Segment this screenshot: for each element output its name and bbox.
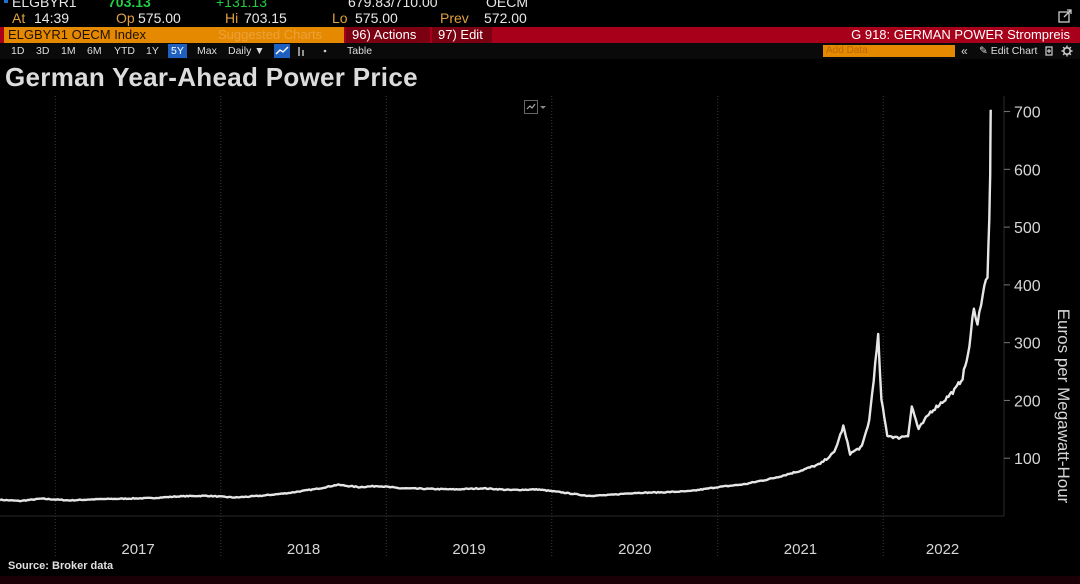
- price-line: [0, 109, 992, 503]
- y-tick-label: 100: [1014, 451, 1041, 468]
- y-tick-label: 500: [1014, 220, 1041, 237]
- share-icon[interactable]: [1044, 45, 1054, 57]
- bid-ask-range: 679.83/710.00: [348, 0, 438, 10]
- y-axis-label: Euros per Megawatt-Hour: [1054, 309, 1073, 504]
- range-5y[interactable]: 5Y: [168, 44, 187, 58]
- x-tick-label: 2022: [926, 541, 959, 558]
- line-chart-icon[interactable]: [274, 44, 290, 58]
- chart-type-icon[interactable]: [524, 100, 548, 114]
- range-3d[interactable]: 3D: [36, 45, 50, 57]
- actions-menu[interactable]: 96) Actions •: [346, 27, 430, 58]
- gear-icon[interactable]: [1061, 45, 1073, 57]
- price-chart: 2017 2018 2019 2020 2021 2022 100 200 300 400 500…: [0, 96, 1073, 558]
- y-tick-label: 700: [1014, 105, 1041, 122]
- function-bar: ELGBYR1 OECM Index Suggested Charts 96) …: [0, 27, 1080, 58]
- x-tick-label: 2017: [121, 541, 154, 558]
- dot-menu-icon[interactable]: [320, 45, 330, 57]
- last-price: 703.13: [108, 0, 151, 10]
- open-value: 575.00: [138, 10, 181, 26]
- net-change: +131.13: [216, 0, 267, 10]
- at-value: 14:39: [34, 10, 70, 26]
- x-tick-label: 2020: [618, 541, 651, 558]
- chart-title: German Year-Ahead Power Price: [5, 62, 418, 92]
- security-ticker[interactable]: ELGBYR1 OECM Index: [4, 27, 344, 43]
- low-label: Lo: [332, 10, 348, 26]
- x-tick-label: 2021: [784, 541, 817, 558]
- range-1m[interactable]: 1M: [61, 45, 76, 57]
- y-tick-label: 200: [1014, 393, 1041, 410]
- bar-type-icon[interactable]: [296, 45, 308, 57]
- range-6m[interactable]: 6M: [87, 45, 102, 57]
- collapse-icon[interactable]: «: [961, 44, 968, 58]
- ticker-marker: [4, 0, 8, 3]
- at-label: At: [12, 10, 26, 26]
- graph-title: G 918: GERMAN POWER Strompreis: [851, 27, 1070, 42]
- chart-area: 2017 2018 2019 2020 2021 2022 100 200 300 400 500…: [0, 96, 1080, 565]
- low-value: 575.00: [355, 10, 398, 26]
- y-tick-label: 400: [1014, 278, 1041, 295]
- y-tick-label: 600: [1014, 162, 1041, 179]
- frequency-select[interactable]: Daily ▼: [228, 45, 265, 57]
- high-label: Hi: [225, 10, 239, 26]
- table-button[interactable]: Table: [347, 45, 373, 57]
- chart-toolbar: 1D 3D 1M 6M YTD 1Y 5Y Max Daily ▼ Table …: [0, 43, 1080, 59]
- open-label: Op: [116, 10, 135, 26]
- edit-menu[interactable]: 97) Edit •: [432, 27, 492, 58]
- popout-icon[interactable]: [1058, 9, 1072, 23]
- high-value: 703.15: [244, 10, 287, 26]
- source-note: Source: Broker data: [8, 560, 114, 572]
- bottom-strip: [0, 576, 1080, 584]
- prev-value: 572.00: [484, 10, 527, 26]
- range-max[interactable]: Max: [197, 45, 217, 57]
- prev-label: Prev: [440, 10, 469, 26]
- ticker-cut: ELGBYR1: [12, 0, 77, 10]
- range-1d[interactable]: 1D: [11, 45, 25, 57]
- range-1y[interactable]: 1Y: [146, 45, 159, 57]
- range-ytd[interactable]: YTD: [114, 45, 135, 57]
- quote-panel: ELGBYR1 703.13 +131.13 679.83/710.00 OEC…: [0, 0, 1080, 26]
- x-tick-label: 2018: [287, 541, 320, 558]
- edit-chart-button[interactable]: ✎ Edit Chart: [979, 45, 1038, 57]
- x-tick-label: 2019: [452, 541, 485, 558]
- add-data-input[interactable]: Add Data: [823, 45, 955, 57]
- y-tick-label: 300: [1014, 336, 1041, 353]
- source-code: OECM: [486, 0, 528, 10]
- suggested-charts-link[interactable]: Suggested Charts: [218, 27, 323, 42]
